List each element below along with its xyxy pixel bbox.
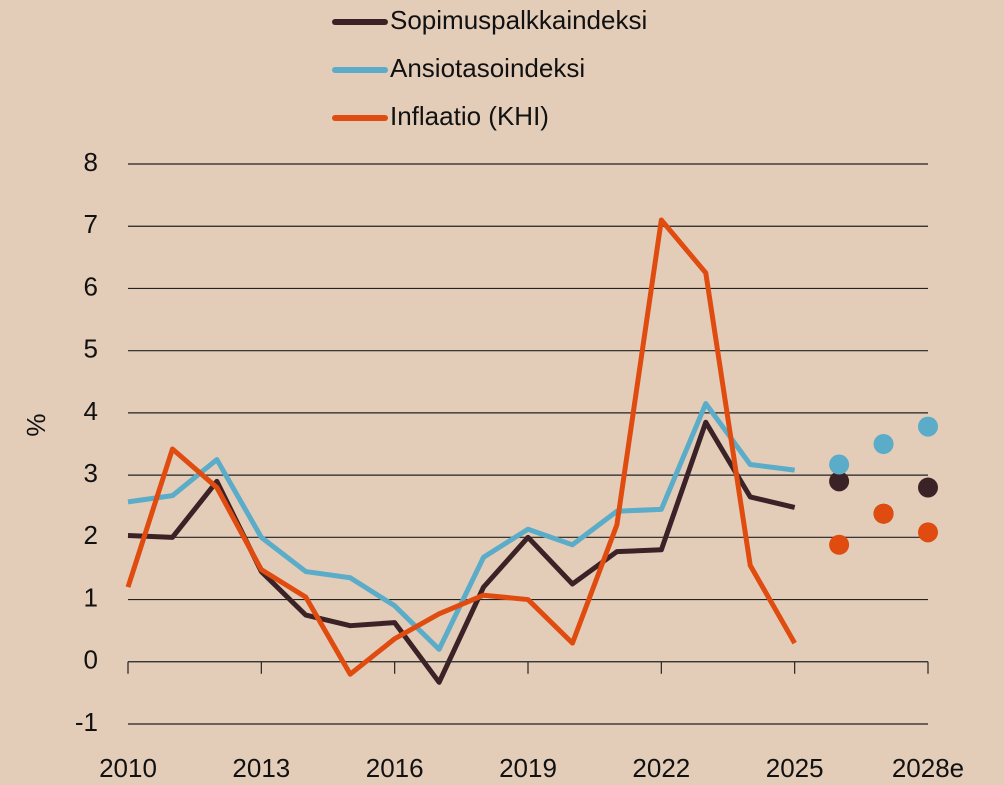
legend-label: Inflaatio (KHI) <box>390 101 549 131</box>
legend-label: Sopimuspalkkaindeksi <box>390 5 647 35</box>
y-axis-label: % <box>21 413 51 436</box>
series-line <box>125 217 797 677</box>
x-tick-label: 2022 <box>632 753 690 783</box>
x-tick-label: 2028e <box>892 753 964 783</box>
x-tick-label: 2016 <box>366 753 424 783</box>
forecast-dot <box>873 503 894 524</box>
y-tick-label: 1 <box>84 582 98 612</box>
legend-label: Ansiotasoindeksi <box>390 53 585 83</box>
y-tick-label: -1 <box>75 707 98 737</box>
x-tick-label: 2025 <box>766 753 824 783</box>
x-tick-label: 2019 <box>499 753 557 783</box>
y-tick-label: 5 <box>84 334 98 364</box>
x-tick-label: 2013 <box>232 753 290 783</box>
forecast-dot <box>918 477 938 498</box>
forecast-dot <box>918 416 938 437</box>
y-tick-label: 8 <box>84 147 98 177</box>
y-tick-label: 6 <box>84 271 98 301</box>
forecast-dot <box>829 454 850 475</box>
y-tick-label: 2 <box>84 520 98 550</box>
y-tick-label: 3 <box>84 458 98 488</box>
y-tick-label: 4 <box>84 396 98 426</box>
x-tick-label: 2010 <box>99 753 157 783</box>
forecast-dot <box>918 522 938 543</box>
forecast-dot <box>829 534 850 555</box>
y-tick-label: 7 <box>84 209 98 239</box>
forecast-dot <box>829 471 850 492</box>
forecast-dot <box>873 434 894 454</box>
y-tick-label: 0 <box>84 645 98 675</box>
